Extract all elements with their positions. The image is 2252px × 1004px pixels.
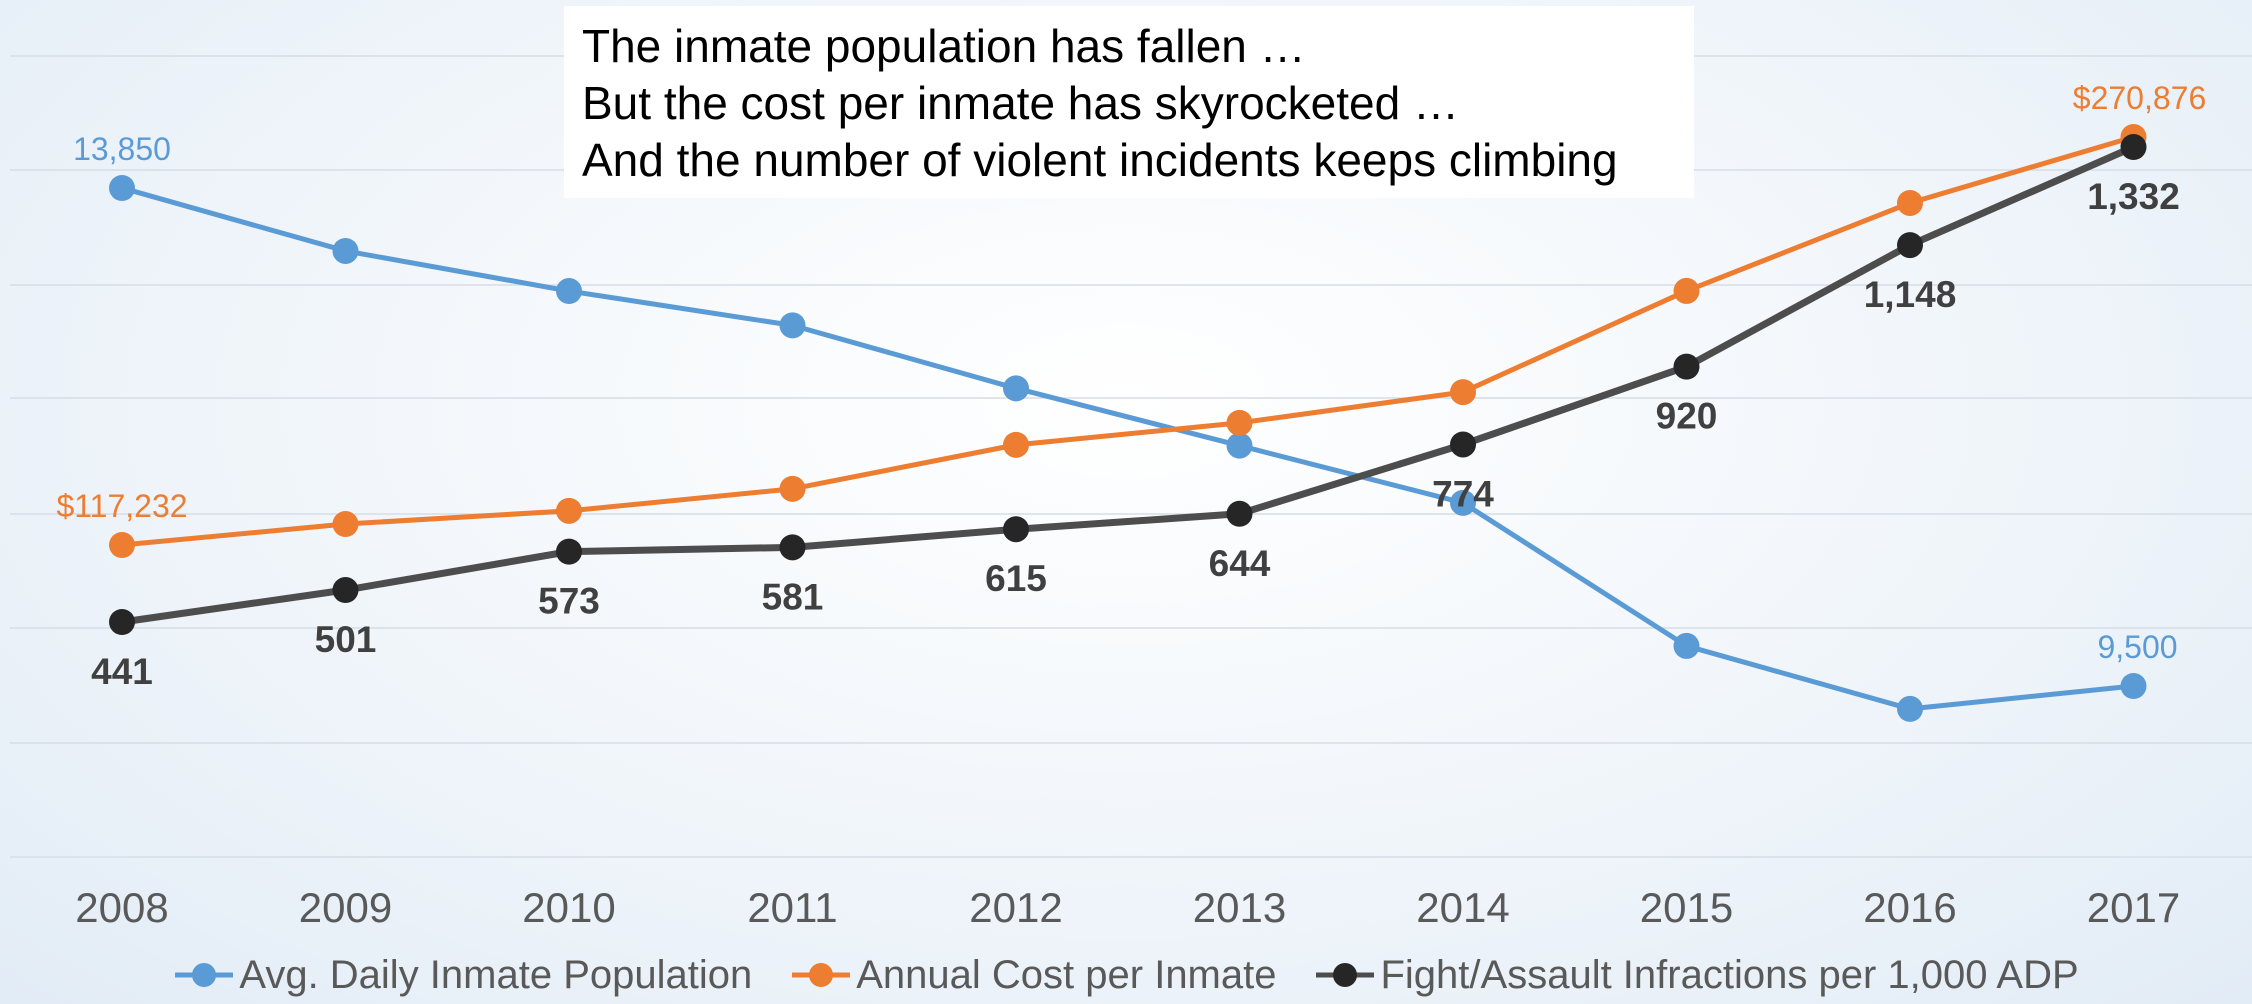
point-annual-cost-2011 (779, 475, 806, 502)
gridlines (10, 55, 2252, 858)
data-label-infractions-2008: 441 (91, 651, 153, 692)
data-label-infractions-2016: 1,148 (1864, 274, 1957, 315)
point-infractions-2014 (1450, 431, 1476, 458)
x-tick-label-2015: 2015 (1640, 884, 1733, 931)
data-label-infractions-2014: 774 (1432, 473, 1494, 514)
annotation-box: The inmate population has fallen … But t… (564, 6, 1694, 198)
point-infractions-2017 (2120, 134, 2147, 160)
series-line-inmate-population (121, 185, 2134, 712)
point-inmate-population-2013 (1226, 432, 1253, 459)
x-tick-label-2014: 2014 (1416, 884, 1509, 931)
annotation-line-1: The inmate population has fallen … (582, 20, 1306, 72)
legend-item-infractions: Fight/Assault Infractions per 1,000 ADP (1314, 952, 2079, 998)
point-infractions-2011 (779, 534, 806, 561)
legend-swatch-infractions (1316, 963, 1375, 987)
point-annual-cost-2010 (556, 497, 582, 524)
point-infractions-2015 (1673, 353, 1700, 380)
point-annual-cost-2009 (332, 511, 359, 538)
legend-label-inmate-population: Avg. Daily Inmate Population (239, 952, 753, 997)
x-tick-label-2017: 2017 (2087, 884, 2180, 931)
point-infractions-2013 (1226, 500, 1253, 527)
legend-swatch-annual-cost (792, 963, 851, 987)
annotation-line-2: But the cost per inmate has skyrocketed … (582, 77, 1459, 129)
point-annual-cost-2014 (1450, 379, 1476, 406)
x-tick-label-2008: 2008 (75, 884, 168, 931)
legend-label-infractions: Fight/Assault Infractions per 1,000 ADP (1380, 952, 2079, 997)
series-layer (109, 124, 2147, 722)
x-tick-label-2016: 2016 (1863, 884, 1956, 931)
point-infractions-2008 (109, 609, 135, 635)
x-tick-label-2009: 2009 (299, 884, 392, 931)
data-label-annual-cost-2017: $270,876 (2073, 80, 2206, 116)
point-infractions-2009 (332, 577, 359, 604)
point-annual-cost-2015 (1673, 277, 1700, 304)
point-inmate-population-2014 (1450, 489, 1476, 516)
legend: Avg. Daily Inmate Population Annual Cost… (0, 950, 2252, 1000)
point-inmate-population-2009 (332, 237, 359, 264)
x-tick-label-2013: 2013 (1193, 884, 1286, 931)
legend-swatch-inmate-population (175, 963, 234, 987)
data-label-infractions-2010: 573 (538, 581, 600, 622)
data-label-infractions-2009: 501 (315, 619, 377, 660)
x-axis: 2008 2009 2010 2011 2012 2013 2014 2015 2016 2017 (75, 884, 2180, 931)
point-annual-cost-2016 (1897, 189, 1923, 216)
point-infractions-2016 (1897, 232, 1923, 259)
data-labels: 13,850 9,500 $117,232 $270,876 441 501 573 581 6… (56, 80, 2206, 692)
point-inmate-population-2010 (556, 278, 582, 305)
point-infractions-2012 (1003, 516, 1029, 543)
series-line-annual-cost (121, 134, 2135, 548)
data-label-inmate-population-2008: 13,850 (73, 131, 171, 167)
data-label-infractions-2011: 581 (762, 576, 824, 617)
legend-label-annual-cost: Annual Cost per Inmate (856, 952, 1277, 997)
data-label-infractions-2013: 644 (1209, 543, 1271, 584)
x-tick-label-2011: 2011 (747, 884, 837, 931)
point-inmate-population-2017 (2120, 673, 2147, 699)
legend-item-inmate-population: Avg. Daily Inmate Population (173, 953, 752, 998)
data-label-infractions-2015: 920 (1656, 396, 1718, 437)
x-tick-label-2012: 2012 (969, 884, 1062, 931)
point-annual-cost-2013 (1226, 409, 1253, 436)
x-tick-label-2010: 2010 (522, 884, 615, 931)
point-annual-cost-2008 (109, 532, 135, 558)
point-inmate-population-2016 (1897, 695, 1923, 722)
point-inmate-population-2011 (779, 312, 806, 339)
series-line-infractions (121, 143, 2135, 626)
data-label-infractions-2017: 1,332 (2087, 176, 2180, 217)
point-annual-cost-2012 (1003, 431, 1029, 458)
annotation-line-3: And the number of violent incidents keep… (582, 134, 1618, 186)
data-label-inmate-population-2017: 9,500 (2097, 629, 2177, 665)
point-infractions-2010 (556, 538, 582, 565)
point-inmate-population-2012 (1003, 375, 1029, 402)
point-inmate-population-2008 (109, 175, 135, 201)
data-label-infractions-2012: 615 (985, 558, 1047, 599)
data-label-annual-cost-2008: $117,232 (56, 488, 187, 524)
legend-item-annual-cost: Annual Cost per Inmate (790, 953, 1276, 998)
point-inmate-population-2015 (1673, 632, 1700, 659)
